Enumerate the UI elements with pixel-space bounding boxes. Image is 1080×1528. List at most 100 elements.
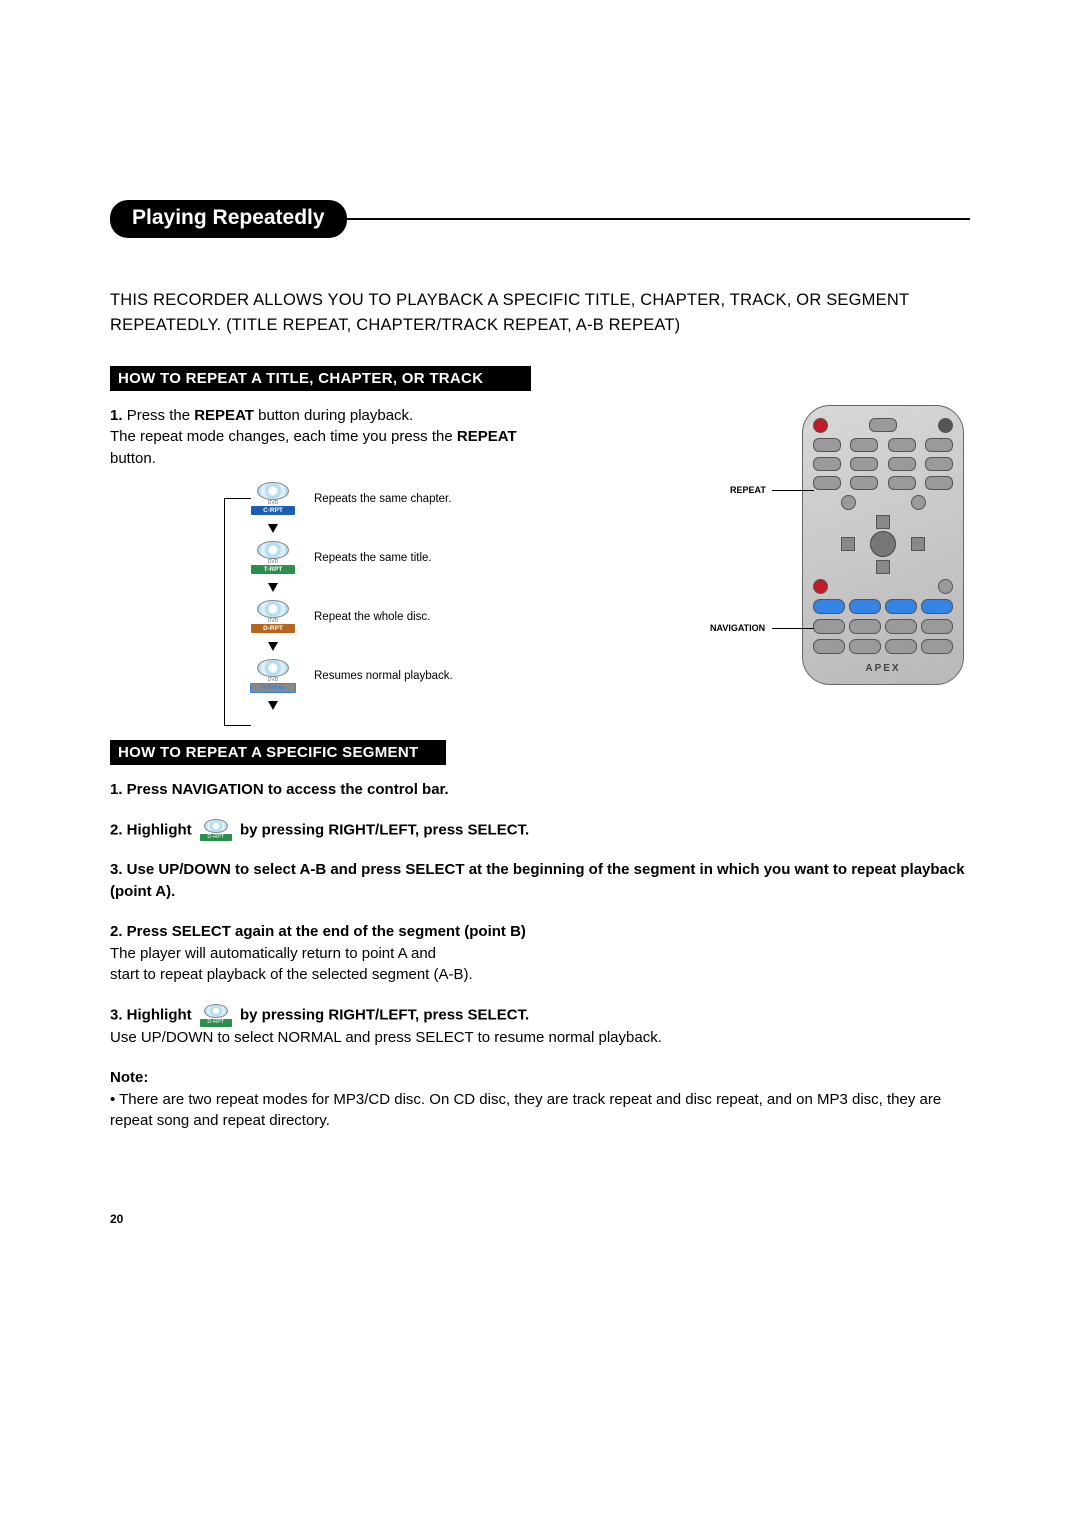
section1-header: HOW TO REPEAT A TITLE, CHAPTER, OR TRACK xyxy=(110,366,531,391)
mode-icon-trpt: DVD T-RPT xyxy=(250,541,296,574)
remote-btn xyxy=(813,579,828,594)
t: 2. Highlight xyxy=(110,821,196,838)
step1-text: 1. Press the REPEAT button during playba… xyxy=(110,405,680,470)
step: 3. Highlight D-RPT by pressing RIGHT/LEF… xyxy=(110,1004,970,1049)
page-number: 20 xyxy=(110,1212,970,1226)
inline-mode-icon: D-RPT xyxy=(200,819,232,842)
step: 2. Highlight D-RPT by pressing RIGHT/LEF… xyxy=(110,819,970,842)
arrow-down-icon xyxy=(268,701,278,710)
t: by pressing RIGHT/LEFT, press SELECT. xyxy=(240,1007,529,1024)
mode-label: NORMAL xyxy=(250,683,296,693)
t: 2. Press SELECT again at the end of the … xyxy=(110,921,970,943)
mode-desc: Repeat the whole disc. xyxy=(314,611,430,623)
remote-row xyxy=(813,639,953,654)
disc-icon xyxy=(204,1004,228,1018)
remote-btn xyxy=(888,457,916,471)
remote-btn xyxy=(850,438,878,452)
note: Note: • There are two repeat modes for M… xyxy=(110,1067,970,1132)
remote-row xyxy=(813,418,953,433)
mode-label: T-RPT xyxy=(251,565,295,574)
section2: HOW TO REPEAT A SPECIFIC SEGMENT 1. Pres… xyxy=(110,740,970,1132)
remote-btn xyxy=(921,619,953,634)
loop-line xyxy=(224,498,251,726)
note-title: Note: xyxy=(110,1067,970,1089)
section1-left: 1. Press the REPEAT button during playba… xyxy=(110,405,680,712)
power-icon xyxy=(813,418,828,433)
section2-body: 1. Press NAVIGATION to access the contro… xyxy=(110,779,970,1132)
t: REPEAT xyxy=(194,407,254,424)
remote-row xyxy=(813,476,953,490)
eject-icon xyxy=(869,418,897,432)
note-text: • There are two repeat modes for MP3/CD … xyxy=(110,1089,970,1133)
mode-label: D-RPT xyxy=(251,624,295,633)
mini-label: D-RPT xyxy=(200,834,232,842)
mode-icon-normal: DVD NORMAL xyxy=(250,659,296,693)
t: 3. Highlight xyxy=(110,1007,196,1024)
disc-icon xyxy=(204,819,228,833)
remote-btn xyxy=(813,619,845,634)
remote-btn xyxy=(911,495,926,510)
dvd-label: DVD xyxy=(268,678,279,683)
remote-btn xyxy=(938,418,953,433)
arrow-down-icon xyxy=(268,583,278,592)
remote-btn xyxy=(841,495,856,510)
t: The repeat mode changes, each time you p… xyxy=(110,428,457,445)
dpad-up-icon xyxy=(876,515,890,529)
remote-btn xyxy=(888,476,916,490)
remote-row xyxy=(813,495,953,510)
title-divider xyxy=(347,218,970,220)
arrow-down-icon xyxy=(268,524,278,533)
step: 3. Use UP/DOWN to select A-B and press S… xyxy=(110,859,970,903)
remote-row xyxy=(813,457,953,471)
mode-icon-drpt: DVD D-RPT xyxy=(250,600,296,633)
section2-header: HOW TO REPEAT A SPECIFIC SEGMENT xyxy=(110,740,446,765)
remote-btn xyxy=(813,438,841,452)
remote-btn xyxy=(921,599,953,614)
t: button during playback. xyxy=(254,407,413,424)
remote-btn xyxy=(813,639,845,654)
mini-label: D-RPT xyxy=(200,1019,232,1027)
t: Press the xyxy=(127,407,195,424)
mode-row: DVD C-RPT Repeats the same chapter. xyxy=(250,476,451,522)
mode-desc: Repeats the same chapter. xyxy=(314,493,451,505)
remote-btn xyxy=(849,599,881,614)
step-num: 1. xyxy=(110,407,127,424)
callout-line xyxy=(772,490,814,492)
remote-btn xyxy=(850,476,878,490)
remote-label-nav: NAVIGATION xyxy=(710,623,765,633)
remote-btn xyxy=(850,457,878,471)
dpad xyxy=(813,515,953,574)
disc-icon xyxy=(257,482,289,500)
manual-page: Playing Repeatedly THIS RECORDER ALLOWS … xyxy=(0,0,1080,1306)
section1-body: 1. Press the REPEAT button during playba… xyxy=(110,405,970,712)
inline-mode-icon: D-RPT xyxy=(200,1004,232,1027)
mode-icon-crpt: DVD C-RPT xyxy=(250,482,296,515)
remote-btn xyxy=(921,639,953,654)
remote-control-illustration: APEX xyxy=(802,405,964,685)
remote-btn xyxy=(938,579,953,594)
step: 2. Press SELECT again at the end of the … xyxy=(110,921,970,986)
mode-row: DVD D-RPT Repeat the whole disc. xyxy=(250,594,430,640)
t: by pressing RIGHT/LEFT, press SELECT. xyxy=(240,821,529,838)
t: start to repeat playback of the selected… xyxy=(110,964,970,986)
mode-desc: Resumes normal playback. xyxy=(314,670,453,682)
remote-btn xyxy=(925,457,953,471)
mode-diagram: DVD C-RPT Repeats the same chapter. DVD … xyxy=(250,476,680,712)
arrow-down-icon xyxy=(268,642,278,651)
mode-label: C-RPT xyxy=(251,506,295,515)
remote-brand: APEX xyxy=(813,663,953,674)
remote-btn xyxy=(925,438,953,452)
step: 1. Press NAVIGATION to access the contro… xyxy=(110,779,970,801)
remote-btn xyxy=(925,476,953,490)
remote-btn xyxy=(885,639,917,654)
dpad-left-icon xyxy=(841,537,855,551)
mode-row: DVD NORMAL Resumes normal playback. xyxy=(250,653,453,699)
t: button. xyxy=(110,450,156,467)
t: Use UP/DOWN to select NORMAL and press S… xyxy=(110,1029,662,1046)
remote-btn xyxy=(813,457,841,471)
remote-btn xyxy=(813,476,841,490)
remote-row xyxy=(813,619,953,634)
remote-row xyxy=(813,438,953,452)
remote-btn xyxy=(885,599,917,614)
disc-icon xyxy=(257,541,289,559)
